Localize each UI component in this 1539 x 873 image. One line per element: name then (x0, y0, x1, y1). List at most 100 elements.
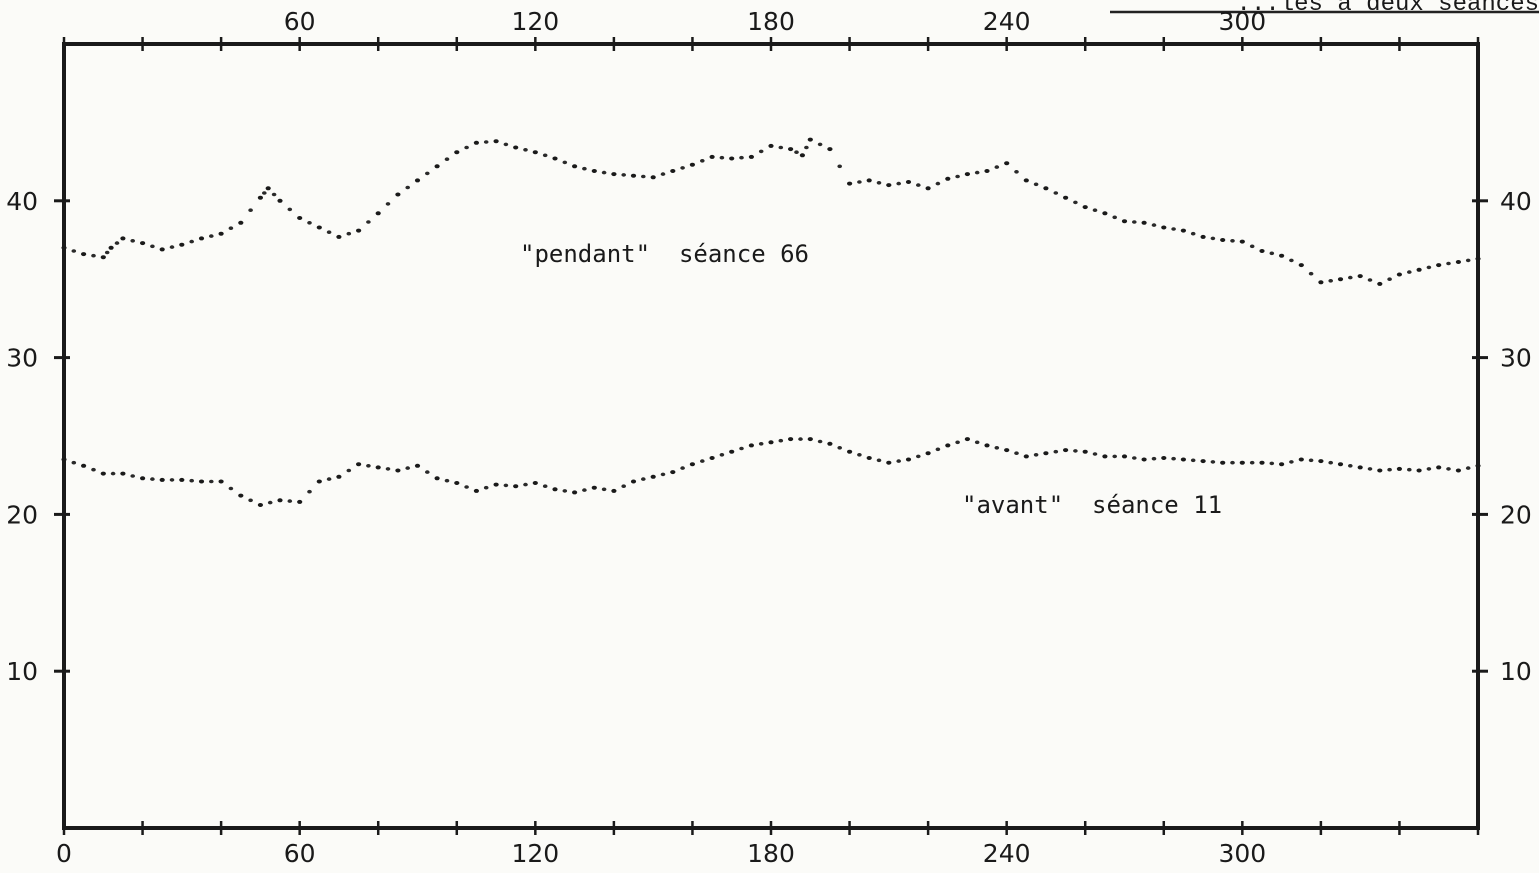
data-point-avant (198, 479, 205, 484)
data-point-avant (120, 471, 126, 476)
data-point-pendant (228, 226, 234, 230)
data-point-pendant (994, 165, 1000, 169)
data-point-avant (1092, 452, 1098, 456)
data-point-avant (189, 478, 194, 483)
data-point-pendant (1151, 223, 1157, 227)
data-point-pendant (1121, 219, 1128, 224)
y-left-tick-label: 40 (6, 187, 38, 216)
data-point-pendant (1357, 274, 1363, 279)
data-point-avant (248, 498, 253, 503)
data-point-pendant (81, 252, 87, 257)
data-point-avant (1387, 467, 1392, 472)
data-point-pendant (108, 245, 114, 250)
data-point-avant (395, 468, 401, 473)
data-point-pendant (670, 169, 676, 173)
data-point-pendant (1220, 238, 1226, 242)
data-point-pendant (1318, 280, 1324, 285)
x-bottom-tick-label: 300 (1218, 839, 1266, 868)
y-left-tick-label: 20 (6, 500, 38, 529)
data-point-avant (1357, 465, 1363, 470)
data-point-pendant (680, 166, 685, 170)
data-point-avant (150, 477, 155, 481)
data-point-pendant (271, 192, 277, 197)
data-point-pendant (1004, 161, 1010, 166)
data-point-avant (817, 439, 823, 444)
data-point-avant (503, 483, 509, 488)
data-point-avant (1190, 458, 1196, 463)
data-point-pendant (189, 239, 194, 244)
data-point-pendant (739, 155, 744, 160)
data-point-avant (1132, 456, 1137, 460)
data-point-pendant (1073, 200, 1078, 205)
data-point-avant (1073, 449, 1078, 453)
data-point-avant (425, 470, 430, 474)
data-point-pendant (179, 242, 185, 247)
data-point-avant (1171, 456, 1176, 461)
data-point-pendant (1436, 263, 1442, 268)
data-point-pendant (935, 181, 941, 186)
data-point-avant (1121, 454, 1128, 459)
data-point-pendant (316, 225, 322, 230)
data-point-avant (896, 459, 901, 463)
data-point-avant (1210, 460, 1216, 464)
data-point-avant (1337, 462, 1344, 467)
data-point-avant (287, 499, 293, 503)
data-point-pendant (1259, 249, 1265, 253)
x-top-tick-label: 120 (511, 7, 559, 36)
data-point-pendant (611, 172, 617, 177)
data-point-avant (807, 437, 813, 442)
data-point-avant (238, 493, 244, 498)
data-point-pendant (945, 176, 951, 181)
data-point-pendant (857, 180, 862, 184)
data-point-pendant (356, 228, 362, 233)
data-point-pendant (1367, 278, 1373, 282)
data-point-pendant (444, 157, 450, 161)
data-point-avant (385, 467, 391, 471)
data-point-pendant (778, 145, 784, 150)
x-bottom-tick-label: 180 (747, 839, 795, 868)
data-point-pendant (346, 231, 352, 236)
data-point-avant (709, 456, 715, 460)
data-point-avant (169, 478, 175, 482)
data-point-pendant (1092, 208, 1098, 212)
data-point-pendant (1033, 182, 1039, 187)
data-point-pendant (847, 181, 853, 186)
data-point-avant (630, 479, 637, 484)
data-point-avant (847, 449, 853, 454)
data-point-pendant (1348, 275, 1353, 280)
data-point-avant (689, 462, 696, 467)
data-point-pendant (964, 172, 971, 177)
data-point-avant (748, 443, 755, 448)
data-point-avant (974, 440, 980, 445)
data-point-pendant (1014, 170, 1019, 174)
data-point-avant (228, 486, 234, 491)
data-point-pendant (1308, 271, 1314, 276)
data-point-avant (876, 458, 882, 463)
data-point-avant (1033, 453, 1039, 457)
axis-ticks (54, 37, 1488, 835)
data-point-avant (1112, 454, 1117, 459)
data-point-pendant (1407, 270, 1412, 274)
data-point-pendant (542, 153, 548, 158)
data-point-pendant (794, 150, 799, 154)
data-point-avant (257, 503, 263, 507)
data-point-pendant (827, 147, 833, 152)
data-point-avant (1475, 463, 1481, 468)
data-point-avant (866, 456, 872, 460)
data-point-pendant (1180, 228, 1186, 233)
data-point-avant (464, 485, 469, 489)
data-point-avant (1446, 467, 1451, 471)
data-point-pendant (1063, 195, 1069, 200)
data-point-pendant (198, 236, 205, 241)
data-point-pendant (768, 143, 774, 148)
data-point-avant (434, 476, 440, 481)
data-point-pendant (896, 181, 901, 186)
data-point-pendant (100, 255, 106, 260)
data-point-avant (739, 446, 744, 451)
data-point-pendant (493, 139, 499, 144)
data-point-avant (1328, 460, 1333, 465)
data-point-avant (1249, 460, 1255, 465)
data-point-pendant (1298, 263, 1304, 268)
data-point-pendant (1171, 227, 1176, 231)
